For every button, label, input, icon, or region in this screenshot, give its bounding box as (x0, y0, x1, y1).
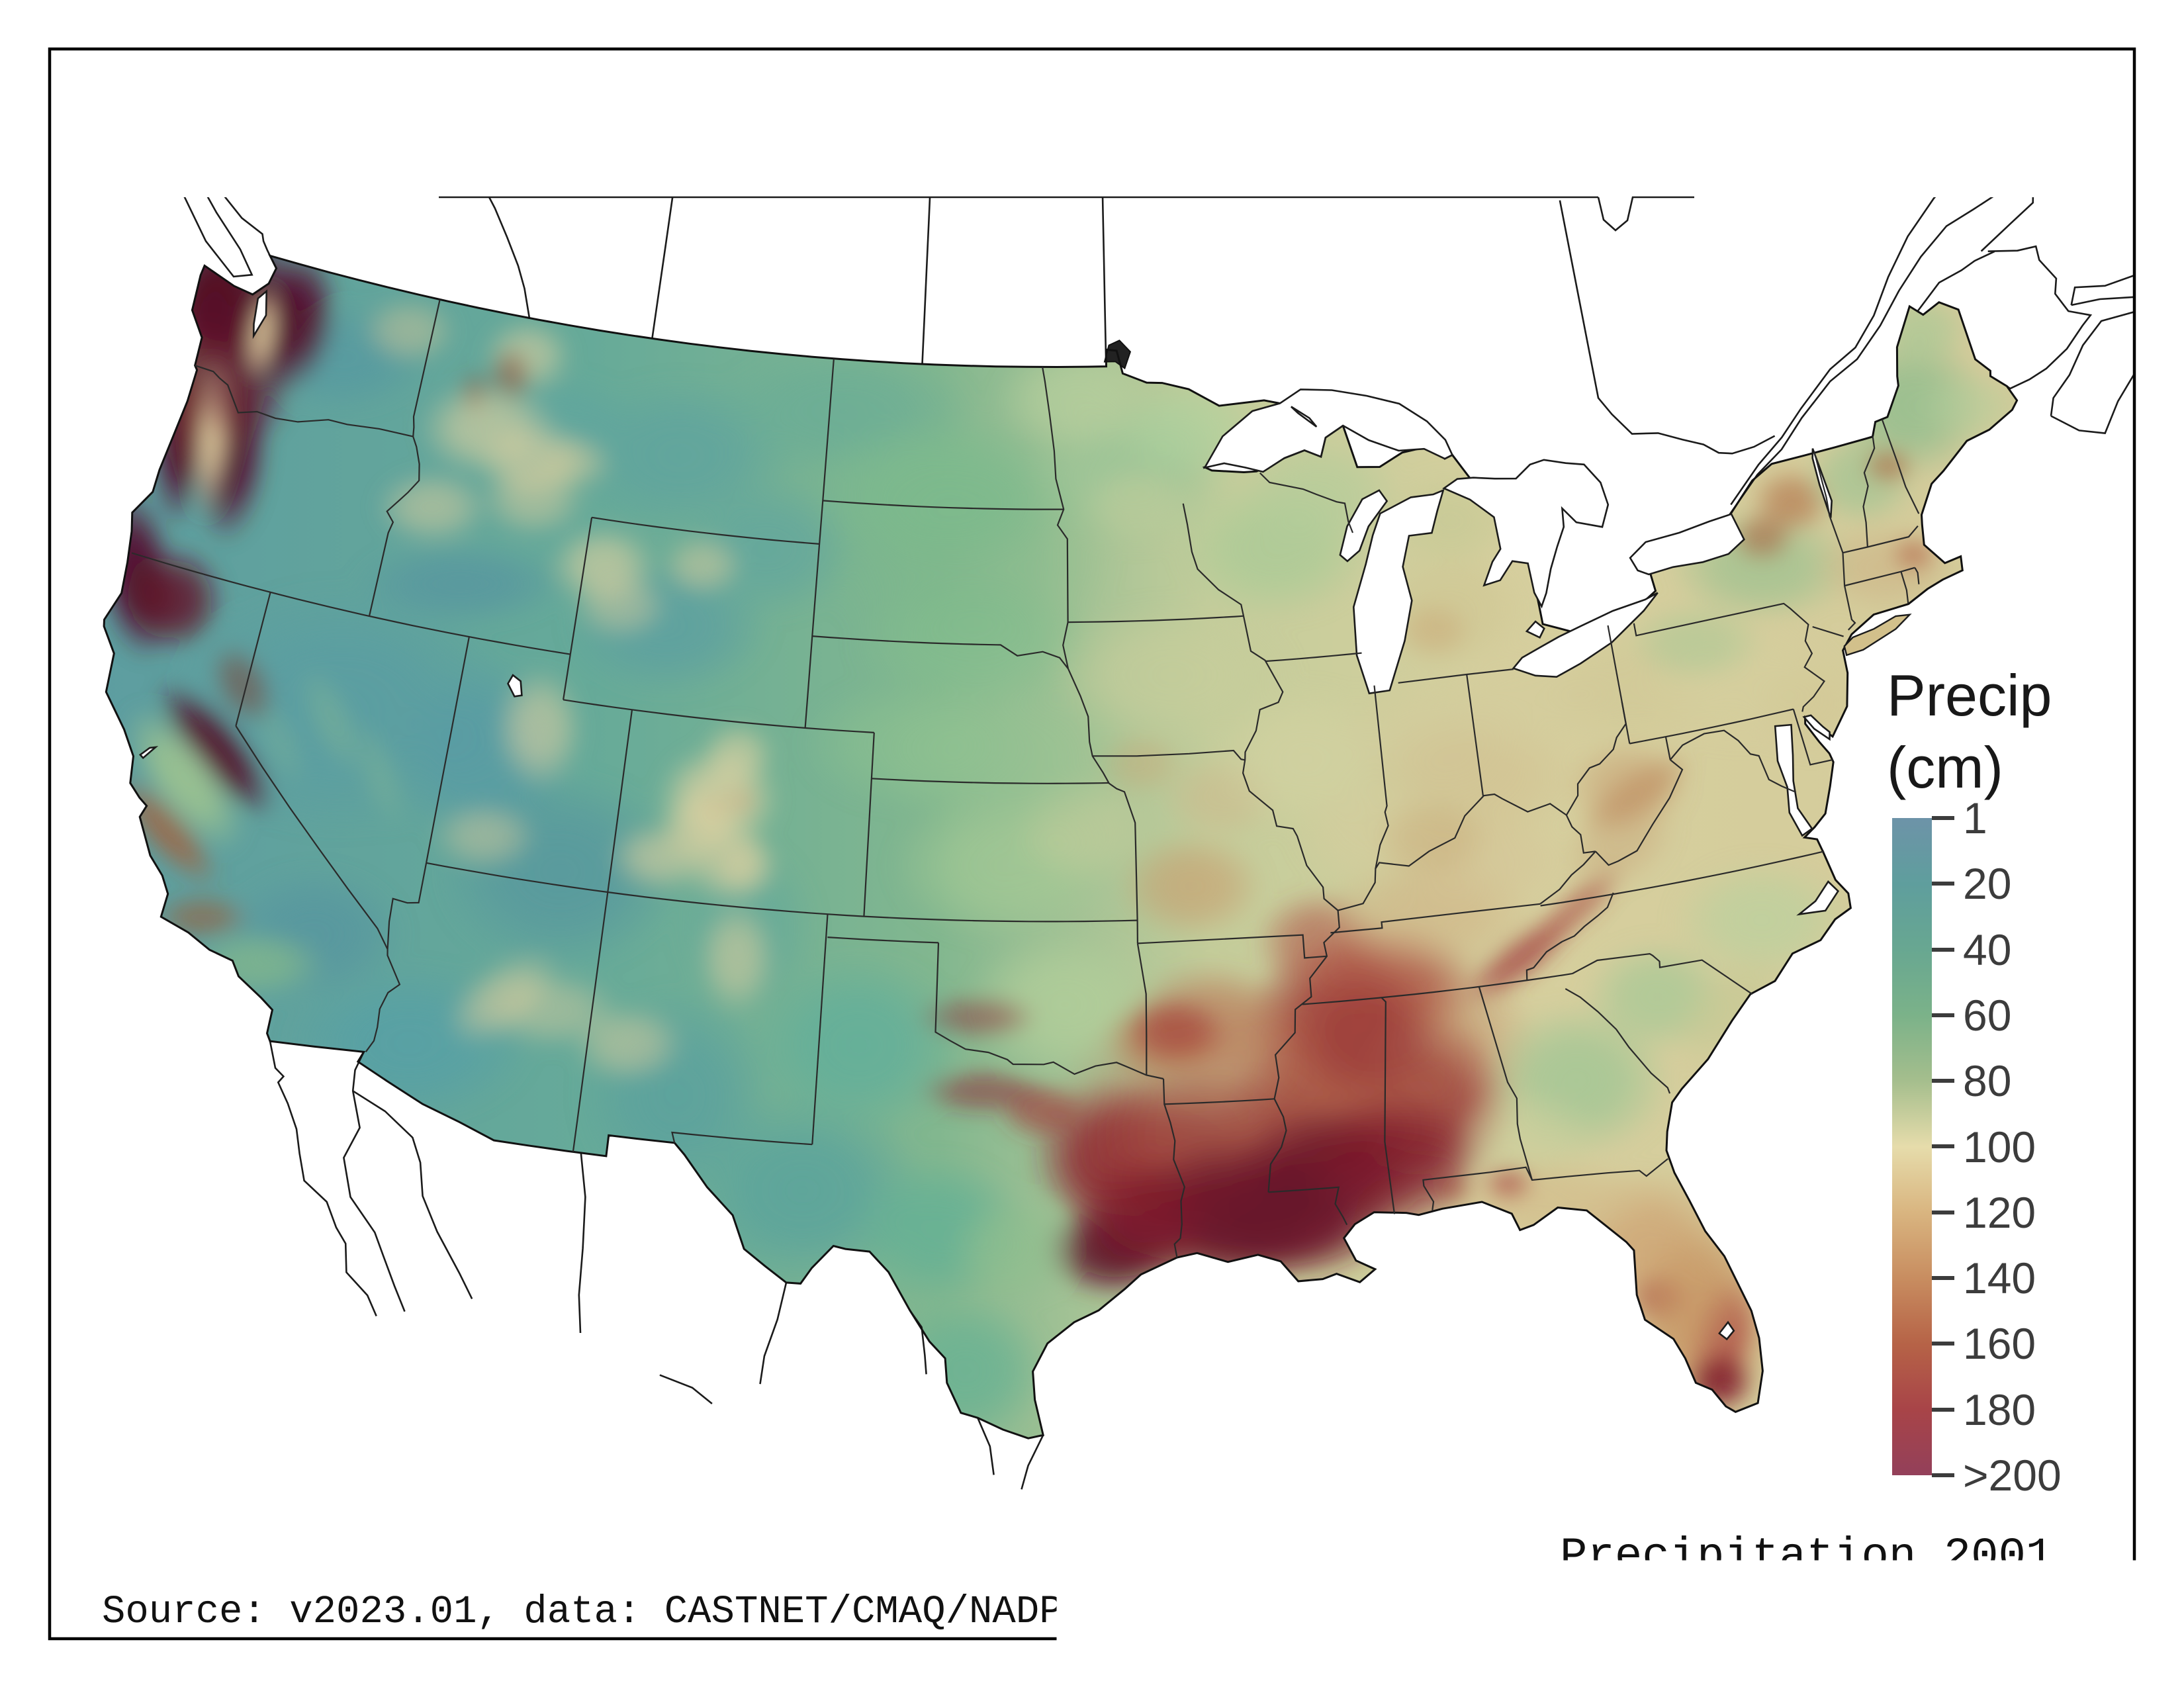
svg-text:80: 80 (1963, 1056, 2011, 1105)
svg-text:120: 120 (1963, 1188, 2036, 1237)
svg-text:(cm): (cm) (1887, 735, 2003, 800)
svg-text:140: 140 (1963, 1254, 2036, 1303)
svg-text:1: 1 (1963, 794, 1987, 843)
svg-text:Precipitation 2001: Precipitation 2001 (1560, 1531, 2053, 1582)
svg-text:160: 160 (1963, 1319, 2036, 1368)
svg-text:USEPA 11/03/23: USEPA 11/03/23 (1755, 1594, 2083, 1638)
svg-text:180: 180 (1963, 1385, 2036, 1434)
svg-text:Precip: Precip (1887, 663, 2052, 728)
svg-text:40: 40 (1963, 925, 2011, 974)
svg-text:100: 100 (1963, 1122, 2036, 1171)
svg-text:20: 20 (1963, 859, 2011, 908)
svg-text:Source: v2023.01, data: CASTNE: Source: v2023.01, data: CASTNET/CMAQ/NAD… (102, 1590, 1063, 1634)
svg-text:>200: >200 (1963, 1451, 2062, 1500)
svg-text:60: 60 (1963, 991, 2011, 1040)
